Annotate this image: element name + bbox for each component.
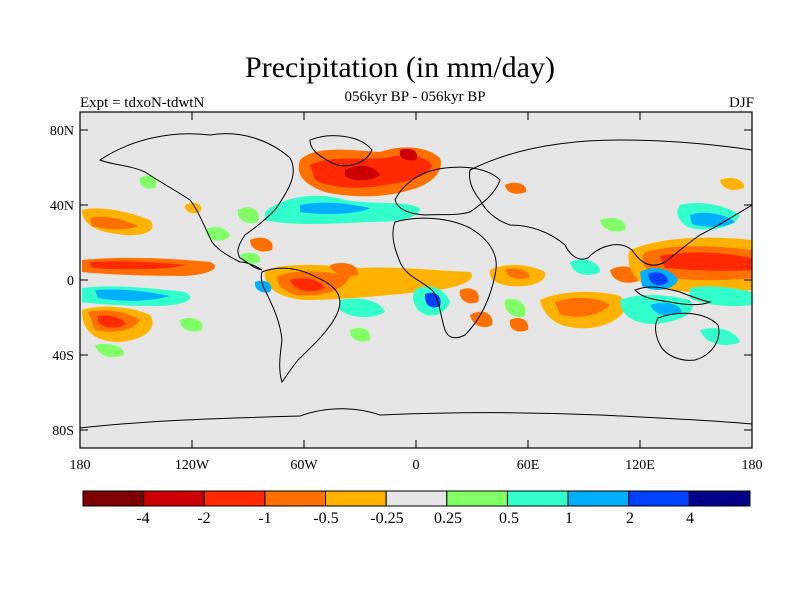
x-tick-label: 180: [70, 458, 91, 473]
y-tick-label: 40N: [50, 199, 74, 214]
anomaly-patch: [90, 216, 138, 230]
anomaly-patch: [648, 272, 668, 286]
colorbar-box: [506, 490, 569, 507]
colorbar-box: [82, 490, 145, 507]
x-axis-labels: 180 120W 60W 0 60E 120E 180: [70, 458, 763, 473]
anomaly-patch: [90, 261, 185, 270]
colorbar-box: [688, 490, 751, 507]
maritime-continent-outline: [634, 286, 712, 306]
anomaly-patch: [660, 252, 752, 271]
colorbar-boxes: [82, 490, 751, 507]
anomaly-patch: [399, 148, 418, 161]
anomaly-patch: [340, 298, 385, 318]
coastlines: [80, 133, 752, 429]
y-axis-labels: 80N 40N 0 40S 80S: [50, 124, 74, 439]
y-tick-label: 80S: [52, 424, 74, 439]
anomaly-patch: [504, 298, 526, 318]
south-america-outline: [260, 267, 341, 384]
anomaly-patch: [180, 318, 203, 332]
x-tick-label: 0: [413, 458, 420, 473]
anomaly-patch: [555, 298, 610, 317]
y-tick-label: 40S: [52, 349, 74, 364]
colorbar-box: [203, 490, 266, 507]
asia-outline: [469, 139, 752, 266]
europe-outline: [394, 166, 501, 216]
anomaly-patch: [330, 263, 359, 276]
map-title: Precipitation (in mm/day): [245, 51, 555, 84]
anomaly-patch: [95, 289, 170, 301]
colorbar-label: 0.5: [499, 510, 519, 527]
colorbar-label: -0.5: [313, 510, 338, 527]
x-tick-label: 120W: [175, 458, 210, 473]
y-tick-label: 80N: [50, 124, 74, 139]
africa-outline: [392, 217, 497, 339]
colorbar: -4 -2 -1 -0.5 -0.25 0.25 0.5 1 2 4: [82, 490, 751, 527]
anomaly-patch: [570, 259, 600, 275]
anomaly-patch: [509, 318, 529, 332]
colorbar-label: -2: [197, 510, 210, 527]
colorbar-label: 2: [626, 510, 634, 527]
colorbar-box: [264, 490, 327, 507]
colorbar-box: [143, 490, 205, 507]
colorbar-label: 1: [565, 510, 573, 527]
north-america-outline: [98, 133, 294, 271]
anomaly-patch: [600, 218, 626, 232]
map-subtitle: 056kyr BP - 056kyr BP: [344, 89, 486, 105]
greenland-outline: [309, 135, 373, 167]
y-tick-label: 0: [67, 274, 74, 289]
antarctica-outline: [80, 408, 752, 429]
colorbar-label: 4: [686, 510, 694, 527]
x-tick-label: 120E: [625, 458, 655, 473]
colorbar-label: -4: [136, 510, 149, 527]
anomaly-patch: [205, 227, 230, 241]
colorbar-label: 0.25: [434, 510, 462, 527]
anomaly-patch: [505, 268, 530, 279]
tick-marks: [80, 112, 752, 448]
anomaly-patch: [424, 292, 441, 308]
anomaly-patch: [720, 177, 745, 190]
precip-anomaly-field: [82, 147, 752, 358]
anomaly-patch: [345, 165, 380, 181]
colorbar-box: [385, 490, 448, 507]
colorbar-box: [628, 490, 690, 507]
anomaly-patch: [650, 302, 682, 316]
x-tick-label: 180: [742, 458, 763, 473]
anomaly-patch: [459, 288, 479, 304]
x-tick-label: 60E: [517, 458, 540, 473]
anomaly-patch: [98, 315, 126, 328]
colorbar-label: -1: [258, 510, 271, 527]
anomaly-patch: [95, 344, 125, 358]
anomaly-patch: [237, 207, 259, 224]
anomaly-patch: [290, 278, 325, 292]
anomaly-patch: [250, 237, 273, 252]
anomaly-patch: [350, 328, 371, 342]
season-label: DJF: [728, 95, 754, 111]
australia-outline: [655, 312, 720, 361]
colorbar-box: [325, 490, 387, 507]
colorbar-box: [567, 490, 630, 507]
anomaly-patch: [690, 212, 735, 227]
colorbar-label: -0.25: [370, 510, 403, 527]
anomaly-patch: [139, 175, 157, 189]
colorbar-box: [446, 490, 508, 507]
anomaly-patch: [700, 328, 740, 346]
anomaly-patch: [505, 182, 527, 194]
experiment-label: Expt = tdxoN-tdwtN: [80, 95, 205, 111]
x-tick-label: 60W: [290, 458, 318, 473]
anomaly-patch: [300, 202, 370, 215]
